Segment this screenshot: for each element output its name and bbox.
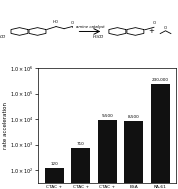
Bar: [98, 120, 117, 189]
Text: HO: HO: [53, 20, 59, 24]
Y-axis label: rate acceleration: rate acceleration: [3, 102, 8, 149]
Text: $H_3CO$: $H_3CO$: [0, 34, 7, 41]
Text: 9,500: 9,500: [101, 114, 113, 118]
Text: amine catalyst: amine catalyst: [76, 25, 104, 29]
Text: +: +: [148, 29, 154, 34]
Text: 710: 710: [77, 143, 85, 146]
Text: 230,000: 230,000: [152, 78, 169, 82]
Text: O: O: [70, 21, 74, 25]
Text: $H_3CO$: $H_3CO$: [92, 34, 105, 41]
Bar: [124, 121, 143, 189]
Text: 120: 120: [50, 162, 58, 166]
Bar: [71, 148, 90, 189]
Text: 8,500: 8,500: [128, 115, 140, 119]
Text: O: O: [164, 26, 167, 30]
Bar: [151, 84, 170, 189]
Bar: [44, 168, 64, 189]
Text: O: O: [152, 21, 156, 25]
